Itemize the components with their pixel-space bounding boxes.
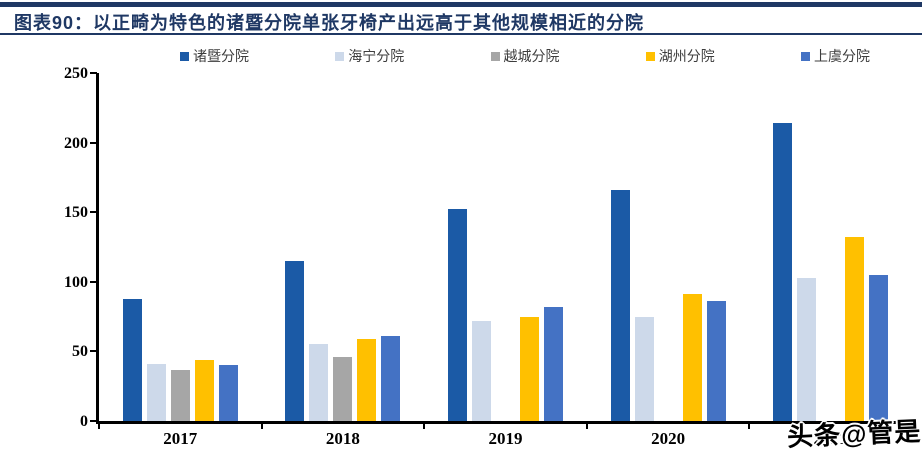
legend-item: 诸暨分院 bbox=[180, 46, 249, 66]
y-axis-tick bbox=[90, 420, 97, 422]
bar-series-4-2017 bbox=[218, 365, 238, 421]
legend-label: 诸暨分院 bbox=[193, 48, 249, 64]
legend-swatch-icon bbox=[335, 51, 345, 61]
bar-group-2021: 2021 bbox=[749, 73, 912, 448]
y-axis-tick bbox=[90, 280, 97, 283]
bar-series-0-2019 bbox=[447, 209, 467, 421]
legend-swatch-icon bbox=[645, 51, 655, 61]
legend-label: 上虞分院 bbox=[814, 48, 870, 64]
x-axis-tick bbox=[911, 424, 913, 429]
x-axis-tick bbox=[98, 424, 100, 429]
x-axis-label: 2020 bbox=[651, 429, 686, 448]
legend-item: 上虞分院 bbox=[801, 46, 870, 66]
y-axis-tick bbox=[90, 211, 97, 214]
x-axis-label: 2017 bbox=[163, 429, 198, 448]
x-axis-label: 2018 bbox=[325, 429, 360, 448]
bar-series-1-2020 bbox=[634, 316, 654, 421]
plot-area: 2017 2018 2019 2020 2021 0 50 100 150 200 250 bbox=[64, 65, 913, 448]
y-axis-label: 150 bbox=[64, 204, 88, 222]
y-axis-tick bbox=[90, 350, 97, 353]
bar-series-1-2018 bbox=[309, 344, 329, 421]
y-axis-label: 100 bbox=[64, 273, 88, 291]
bar-series-1-2019 bbox=[471, 320, 491, 421]
y-axis-label: 0 bbox=[80, 413, 88, 430]
legend-label: 湖州分院 bbox=[658, 48, 715, 64]
bar-series-4-2018 bbox=[381, 336, 401, 421]
bar-series-1-2021 bbox=[797, 277, 817, 421]
bar-series-4-2020 bbox=[706, 301, 726, 421]
legend-item: 越城分院 bbox=[490, 46, 560, 66]
bar-series-3-2018 bbox=[357, 338, 377, 421]
x-axis-tick bbox=[748, 424, 751, 429]
bar-series-4-2019 bbox=[543, 306, 563, 421]
bar-series-3-2017 bbox=[194, 359, 214, 421]
legend-item: 海宁分院 bbox=[335, 46, 404, 66]
bar-series-0-2021 bbox=[773, 123, 793, 421]
watermark: 头条@管是 bbox=[786, 416, 922, 452]
legend-swatch-icon bbox=[180, 51, 189, 61]
x-axis-label: 2021 bbox=[813, 429, 848, 448]
x-axis-label: 2019 bbox=[488, 429, 523, 448]
bar-series-2-2018 bbox=[333, 356, 353, 421]
bar-series-2-2017 bbox=[170, 369, 190, 421]
legend-swatch-icon bbox=[801, 51, 810, 61]
y-axis-tick bbox=[90, 72, 97, 74]
legend-item: 湖州分院 bbox=[645, 46, 715, 66]
y-axis-label: 250 bbox=[64, 65, 88, 82]
x-axis-tick bbox=[423, 424, 426, 429]
bar-series-4-2021 bbox=[869, 274, 889, 421]
bar-series-0-2018 bbox=[285, 260, 305, 421]
bar-group-2018: 2018 bbox=[262, 73, 425, 448]
bar-series-1-2017 bbox=[146, 363, 166, 421]
bar-group-2017: 2017 bbox=[99, 73, 262, 448]
y-axis-tick bbox=[90, 141, 97, 144]
y-axis-label: 50 bbox=[72, 343, 88, 361]
bar-series-0-2020 bbox=[610, 189, 630, 421]
x-axis-tick bbox=[260, 424, 263, 429]
x-axis-tick bbox=[585, 424, 588, 429]
bar-groups: 2017 2018 2019 2020 2021 bbox=[99, 73, 912, 448]
legend-label: 海宁分院 bbox=[348, 48, 405, 64]
header-top-rule bbox=[0, 2, 922, 7]
bar-series-0-2017 bbox=[122, 298, 142, 421]
legend-label: 越城分院 bbox=[503, 48, 560, 64]
legend: 诸暨分院 海宁分院 越城分院 湖州分院 上虞分院 bbox=[180, 46, 870, 66]
bar-series-3-2021 bbox=[845, 237, 865, 421]
header-bottom-rule bbox=[0, 33, 922, 35]
bar-series-3-2020 bbox=[682, 294, 702, 421]
y-axis-label: 200 bbox=[64, 134, 88, 152]
figure-title: 图表90：以正畸为特色的诸暨分院单张牙椅产出远高于其他规模相近的分院 bbox=[14, 13, 645, 33]
bar-series-3-2019 bbox=[519, 316, 539, 421]
legend-swatch-icon bbox=[490, 51, 500, 61]
bar-group-2020: 2020 bbox=[587, 73, 750, 448]
bar-group-2019: 2019 bbox=[424, 73, 587, 448]
